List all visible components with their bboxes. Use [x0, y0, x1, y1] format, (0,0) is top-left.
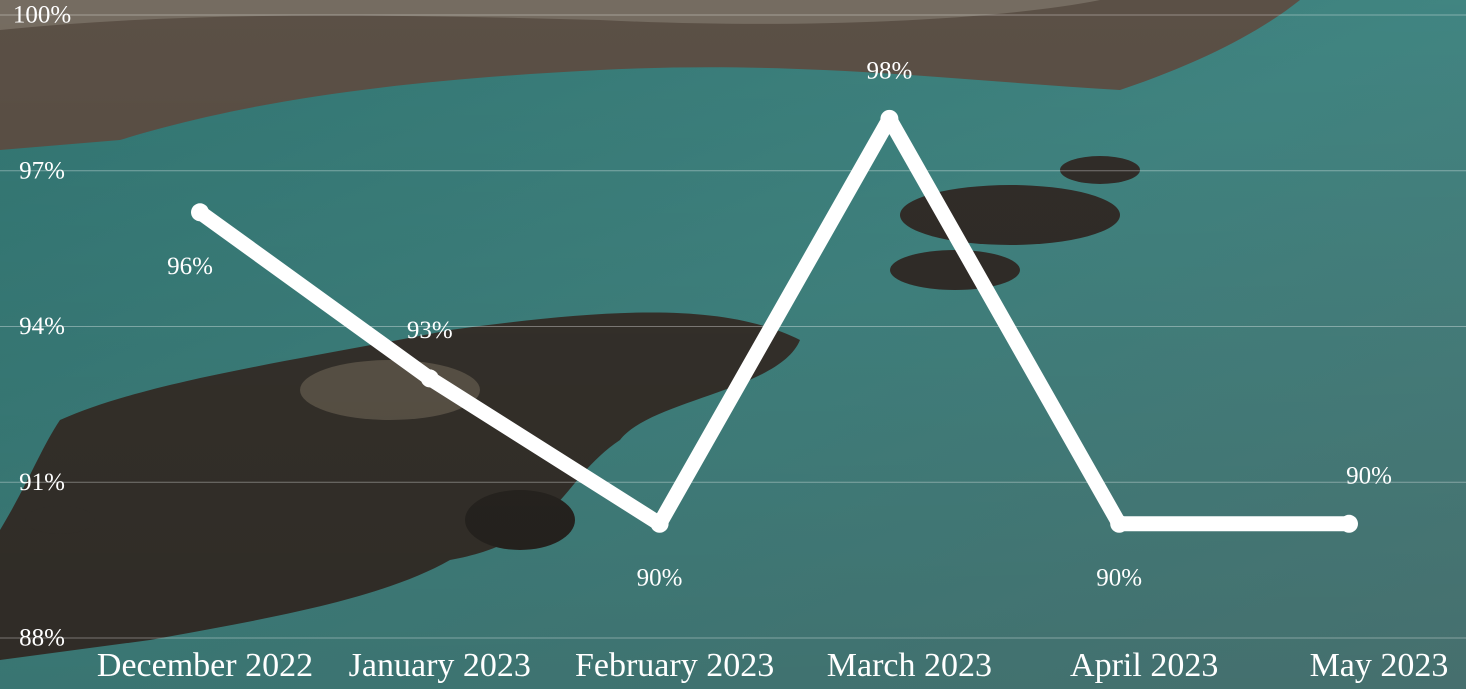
x-tick-label: December 2022	[97, 647, 313, 684]
data-label: 96%	[167, 253, 213, 280]
background-photo	[0, 0, 1466, 689]
data-label: 90%	[1096, 565, 1142, 592]
data-label: 93%	[407, 317, 453, 344]
x-tick-label: May 2023	[1310, 647, 1449, 684]
point	[651, 515, 669, 533]
x-tick-label: February 2023	[575, 647, 774, 684]
data-label: 90%	[1346, 463, 1392, 490]
y-tick-label: 88%	[19, 625, 65, 652]
point	[421, 369, 439, 387]
data-label: 90%	[637, 565, 683, 592]
point	[191, 203, 209, 221]
x-tick-label: March 2023	[827, 647, 992, 684]
point	[880, 110, 898, 128]
data-label: 98%	[866, 58, 912, 85]
point	[1110, 515, 1128, 533]
y-tick-label: 94%	[19, 313, 65, 340]
x-tick-label: January 2023	[349, 647, 531, 684]
y-tick-label: 97%	[19, 157, 65, 184]
x-tick-label: April 2023	[1070, 647, 1218, 684]
point	[1340, 515, 1358, 533]
y-tick-label: 100%	[13, 2, 71, 29]
y-tick-label: 91%	[19, 469, 65, 496]
page: {"chart_data": {"type": "line", "categor…	[0, 0, 1466, 689]
chart: 88% 91% 94% 97% 100% 96% 93% 90% 98% 90% 90% Decemb…	[0, 0, 1466, 689]
